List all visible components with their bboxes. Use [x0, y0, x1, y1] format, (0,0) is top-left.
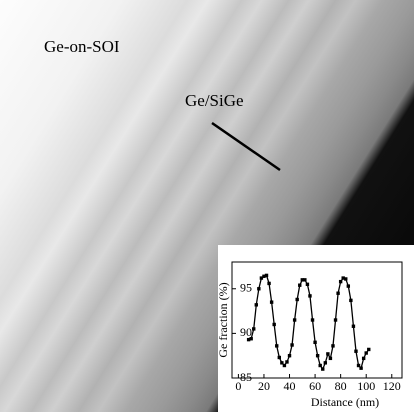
- data-point: [265, 274, 268, 277]
- data-point: [295, 298, 298, 301]
- x-tick-label: 100: [357, 379, 375, 393]
- data-point: [318, 364, 321, 367]
- y-tick-label: 85: [240, 370, 252, 384]
- data-point: [313, 341, 316, 344]
- data-point: [303, 278, 306, 281]
- data-point: [352, 325, 355, 328]
- data-point: [334, 318, 337, 321]
- data-point: [336, 292, 339, 295]
- data-point: [257, 287, 260, 290]
- data-point: [290, 343, 293, 346]
- data-point: [365, 351, 368, 354]
- x-axis-label: Distance (nm): [311, 395, 379, 409]
- x-tick-label: 120: [383, 379, 401, 393]
- data-point: [311, 318, 314, 321]
- x-tick-label: 20: [258, 379, 270, 393]
- data-point: [293, 318, 296, 321]
- page: Ge-on-SOI Ge/SiGe Distance (nm) Ge fract…: [0, 0, 414, 412]
- data-point: [249, 337, 252, 340]
- data-point: [278, 356, 281, 359]
- data-point: [321, 367, 324, 370]
- data-point: [367, 348, 370, 351]
- data-point: [329, 357, 332, 360]
- pointer-line: [212, 123, 280, 170]
- x-tick-label: 40: [284, 379, 296, 393]
- x-tick-label: 80: [335, 379, 347, 393]
- data-point: [347, 284, 350, 287]
- data-point: [288, 354, 291, 357]
- sample-label: Ge-on-SOI: [44, 37, 120, 56]
- data-point: [275, 344, 278, 347]
- data-point: [255, 303, 258, 306]
- figure: Ge-on-SOI Ge/SiGe Distance (nm) Ge fract…: [0, 0, 414, 412]
- data-point: [306, 283, 309, 286]
- y-axis-label: Ge fraction (%): [216, 282, 230, 357]
- data-point: [326, 352, 329, 355]
- data-point: [316, 354, 319, 357]
- data-point: [298, 284, 301, 287]
- data-point: [344, 277, 347, 280]
- data-point: [283, 364, 286, 367]
- y-tick-label: 90: [240, 325, 252, 339]
- data-point: [349, 299, 352, 302]
- data-point: [270, 300, 273, 303]
- data-point: [267, 282, 270, 285]
- data-point: [252, 327, 255, 330]
- data-point: [324, 361, 327, 364]
- layer-label: Ge/SiGe: [185, 91, 244, 110]
- y-tick-label: 95: [240, 281, 252, 295]
- data-point: [285, 360, 288, 363]
- data-point: [362, 357, 365, 360]
- data-point: [272, 323, 275, 326]
- data-point: [308, 294, 311, 297]
- data-point: [331, 344, 334, 347]
- data-point: [339, 280, 342, 283]
- x-tick-label: 60: [309, 379, 321, 393]
- data-point: [354, 350, 357, 353]
- data-point: [359, 366, 362, 369]
